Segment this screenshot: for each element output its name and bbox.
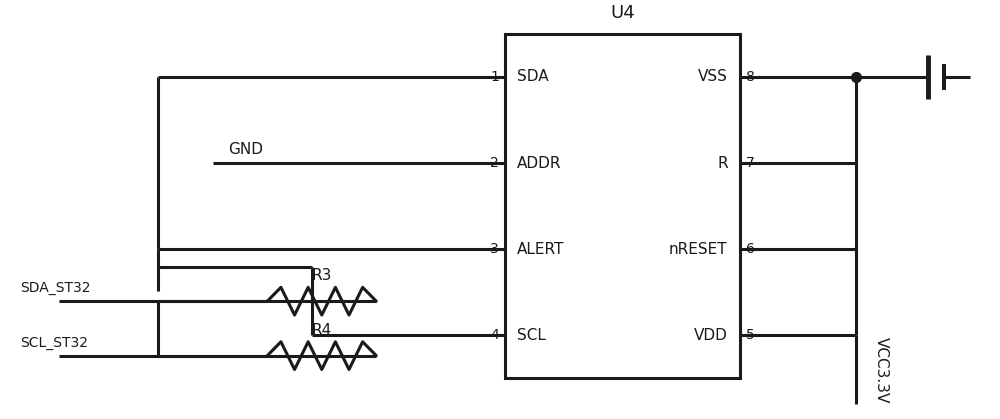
Text: ALERT: ALERT (517, 242, 564, 257)
Text: 1: 1 (490, 70, 499, 84)
Text: R4: R4 (312, 323, 332, 338)
Text: ADDR: ADDR (517, 155, 561, 171)
Text: U4: U4 (610, 4, 635, 22)
Text: SCL_ST32: SCL_ST32 (20, 336, 88, 350)
Text: R: R (717, 155, 728, 171)
Text: 5: 5 (746, 328, 754, 342)
Text: 6: 6 (746, 242, 754, 256)
Text: 3: 3 (490, 242, 499, 256)
Text: GND: GND (228, 142, 263, 157)
Text: SDA_ST32: SDA_ST32 (20, 281, 90, 295)
Text: 7: 7 (746, 156, 754, 170)
Text: nRESET: nRESET (669, 242, 728, 257)
Text: SCL: SCL (517, 328, 546, 343)
Text: 2: 2 (490, 156, 499, 170)
Text: 8: 8 (746, 70, 754, 84)
Text: R3: R3 (312, 268, 332, 283)
Text: SDA: SDA (517, 70, 548, 84)
Text: VSS: VSS (698, 70, 728, 84)
Text: VCC3.3V: VCC3.3V (874, 336, 889, 403)
Text: 4: 4 (490, 328, 499, 342)
Bar (505, 34, 740, 378)
Text: VDD: VDD (694, 328, 728, 343)
